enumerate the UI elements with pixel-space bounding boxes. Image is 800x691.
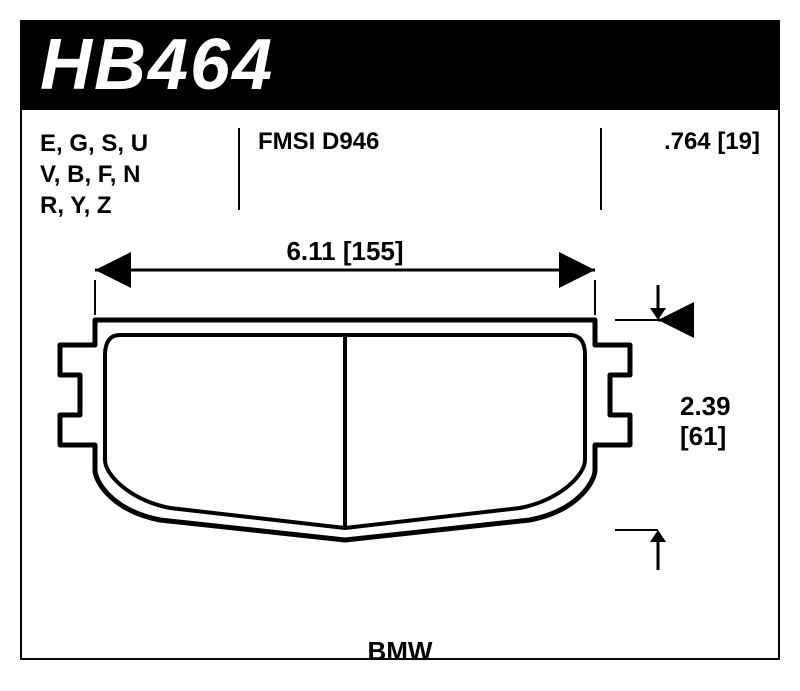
height-dimension-label-1: 2.39	[680, 391, 731, 421]
part-number: HB464	[40, 24, 274, 106]
width-dimension-label: 6.11 [155]	[286, 236, 403, 266]
codes-line-1: E, G, S, U	[40, 128, 220, 159]
codes-line-3: R, Y, Z	[40, 190, 220, 221]
title-bar: HB464	[20, 20, 780, 110]
diagram: 6.11 [155] 2.39 [61]	[40, 230, 760, 610]
brand-label: BMW	[0, 636, 800, 667]
height-dimension	[650, 285, 666, 570]
divider-2	[600, 128, 602, 210]
compound-codes: E, G, S, U V, B, F, N R, Y, Z	[40, 128, 220, 218]
height-dimension-label-2: [61]	[680, 421, 726, 451]
fmsi-code: FMSI D946	[258, 128, 582, 218]
codes-line-2: V, B, F, N	[40, 159, 220, 190]
thickness: .764 [19]	[620, 128, 760, 218]
info-row: E, G, S, U V, B, F, N R, Y, Z FMSI D946 …	[40, 128, 760, 218]
brake-pad-diagram: 6.11 [155] 2.39 [61]	[40, 230, 760, 610]
brake-pad-outline	[60, 320, 630, 540]
divider-1	[238, 128, 240, 210]
